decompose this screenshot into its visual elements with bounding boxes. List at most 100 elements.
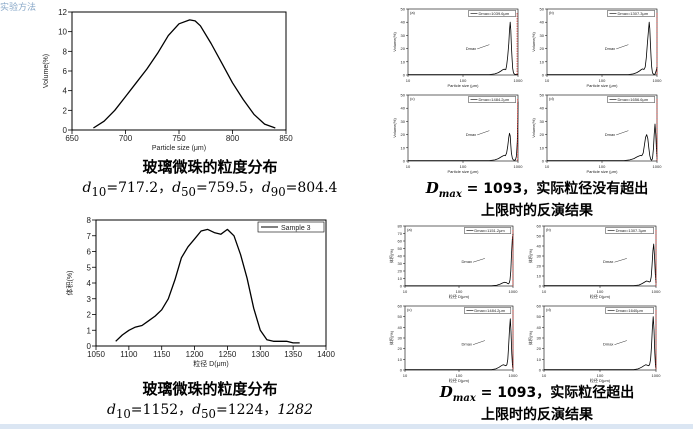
- x-tick-label: 700: [119, 134, 133, 143]
- x-axis-label: Particle size (μm): [587, 83, 619, 88]
- dmax-equation: = 1093，实际粒径超出: [480, 385, 635, 401]
- legend-text: Dmax=1484.2μm: [479, 97, 510, 102]
- panel-label: (b): [549, 10, 555, 15]
- y-tick-label: 40: [398, 254, 403, 259]
- y-tick-label: 8: [87, 216, 92, 225]
- x-axis-label: 粒径 D(μm): [193, 359, 229, 368]
- y-tick-label: 0: [403, 73, 406, 78]
- series-line: [547, 21, 658, 75]
- y-tick-label: 0: [400, 368, 403, 373]
- caption-line2: 上限时的反演结果: [481, 407, 593, 423]
- series-line: [115, 228, 300, 344]
- y-tick-label: 10: [537, 357, 542, 362]
- y-tick-label: 0: [63, 126, 68, 135]
- y-tick-label: 6: [87, 248, 92, 257]
- y-tick-label: 3: [87, 295, 92, 304]
- y-tick-label: 30: [398, 336, 403, 341]
- y-tick-label: 30: [398, 261, 403, 266]
- y-tick-label: 10: [398, 276, 403, 281]
- x-tick-label: 10: [545, 78, 550, 83]
- series-line: [408, 21, 519, 75]
- x-tick-label: 1200: [186, 350, 204, 359]
- series-line: [93, 19, 276, 129]
- dmax-equation: = 1093，实际粒径没有超出: [466, 181, 649, 197]
- legend-box: [257, 221, 325, 233]
- legend-box: [468, 96, 516, 103]
- plot-frame: [546, 8, 658, 76]
- dmax-annotation: Dmax: [466, 46, 476, 51]
- legend-box: [607, 10, 655, 17]
- y-tick-label: 70: [398, 231, 403, 236]
- x-axis-label: 粒径 D(μm): [449, 293, 470, 299]
- y-tick-label: 40: [540, 106, 545, 111]
- legend-box: [468, 10, 516, 17]
- y-axis-label: 体积(%): [388, 330, 394, 345]
- dmax-annotation: Dmax: [603, 259, 613, 264]
- y-tick-label: 0: [403, 159, 406, 164]
- x-tick-label: 1300: [251, 350, 269, 359]
- legend-text: Dmax=1307.3μm: [618, 11, 649, 16]
- x-tick-label: 10: [406, 164, 411, 169]
- y-tick-label: 50: [401, 7, 406, 12]
- chart-chart1: 650 700 750 800 850 0 2 4 6 8 10 12 Particle size (μ…: [43, 8, 293, 152]
- y-tick-label: 30: [401, 33, 406, 38]
- y-tick-label: 50: [398, 246, 403, 251]
- caption-stats: d10=717.2，d50=759.5，d90=804.4: [82, 180, 338, 199]
- annotation-leader: [477, 44, 490, 50]
- x-tick-label: 850: [279, 134, 293, 143]
- y-tick-label: 50: [540, 93, 545, 98]
- dmax-subscript: max: [438, 189, 462, 200]
- annotation-leader: [616, 44, 629, 50]
- y-tick-label: 50: [540, 7, 545, 12]
- y-tick-label: 20: [401, 46, 406, 51]
- annotation-leader: [477, 130, 490, 136]
- dmax-annotation: Dmax: [462, 259, 472, 264]
- y-tick-label: 8: [63, 47, 68, 56]
- legend-box: [605, 307, 654, 314]
- x-axis-label: Particle size (μm): [448, 83, 480, 88]
- caption-line1: Dmax = 1093，实际粒径超出: [392, 382, 682, 404]
- y-tick-label: 30: [401, 119, 406, 124]
- series-line: [544, 243, 657, 287]
- x-tick-label: 100: [597, 373, 604, 378]
- d90-value: 1282: [277, 402, 313, 418]
- y-tick-label: 20: [401, 132, 406, 137]
- y-tick-label: 0: [542, 73, 545, 78]
- dmax-annotation: Dmax: [603, 342, 613, 347]
- panel-label: (b): [546, 227, 552, 232]
- x-tick-label: 750: [172, 134, 186, 143]
- panel-label: (d): [546, 307, 552, 312]
- caption-left-top: 玻璃微珠的粒度分布 d10=717.2，d50=759.5，d90=804.4: [80, 156, 340, 199]
- legend-text: Dmax=1640μm: [616, 308, 644, 313]
- y-tick-label: 10: [540, 59, 545, 64]
- x-tick-label: 10: [542, 373, 547, 378]
- x-tick-label: 1000: [509, 289, 519, 294]
- series-line: [405, 318, 514, 371]
- annotation-leader: [472, 258, 485, 263]
- y-axis-label: 体积(%): [527, 330, 533, 345]
- y-tick-label: 2: [87, 311, 92, 320]
- x-tick-label: 1000: [653, 164, 663, 169]
- x-tick-label: 1400: [317, 350, 335, 359]
- y-tick-label: 0: [87, 342, 92, 351]
- series-line: [408, 101, 519, 161]
- x-axis-label: Particle size (μm): [587, 169, 619, 174]
- y-tick-label: 12: [58, 8, 67, 17]
- x-axis-label: 粒径 D(μm): [590, 293, 611, 299]
- legend-text: Dmax=1151.2μm: [474, 228, 505, 233]
- y-tick-label: 60: [537, 224, 542, 229]
- x-tick-label: 100: [597, 289, 604, 294]
- annotation-leader: [614, 258, 627, 263]
- x-tick-label: 100: [460, 78, 467, 83]
- x-tick-label: 1350: [284, 350, 302, 359]
- x-tick-label: 1000: [653, 78, 663, 83]
- dmax-annotation: Dmax: [605, 46, 615, 51]
- x-tick-label: 10: [403, 289, 408, 294]
- d90-value: 804.4: [297, 180, 338, 196]
- y-tick-label: 6: [63, 67, 68, 76]
- y-axis-label: 体积(%): [527, 248, 533, 263]
